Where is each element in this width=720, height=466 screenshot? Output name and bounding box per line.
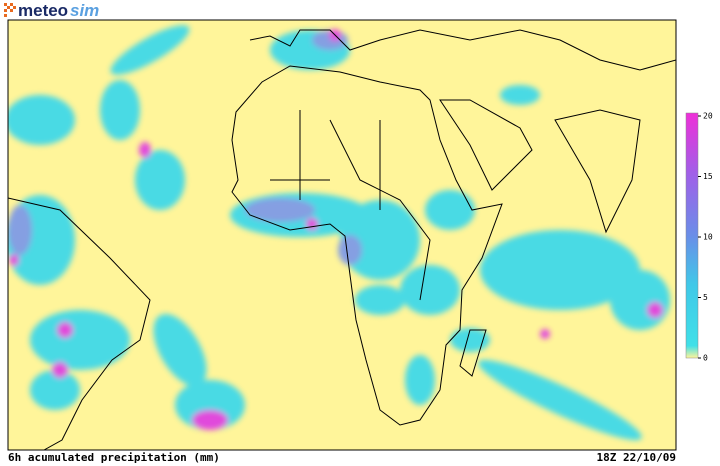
colorbar-tick-label: 10 (703, 233, 713, 242)
colorbar-tick-label: 15 (703, 172, 713, 181)
logo-brand: meteo (18, 1, 68, 20)
product-label: 6h acumulated precipitation (mm) (8, 451, 220, 464)
colorbar: 0 5 10 15 20 (685, 112, 713, 363)
coastlines (8, 29, 676, 450)
map (8, 20, 676, 450)
logo[interactable]: meteo sim (4, 1, 99, 20)
timestamp: 18Z 22/10/09 (597, 451, 676, 464)
colorbar-tick-label: 20 (703, 112, 713, 121)
logo-icon (4, 3, 16, 17)
logo-suffix: sim (70, 1, 99, 20)
colorbar-tick-label: 0 (703, 354, 708, 363)
colorbar-tick-label: 5 (703, 293, 708, 302)
colorbar-scale (685, 112, 699, 359)
map-frame (7, 19, 677, 451)
precipitation (8, 25, 670, 441)
